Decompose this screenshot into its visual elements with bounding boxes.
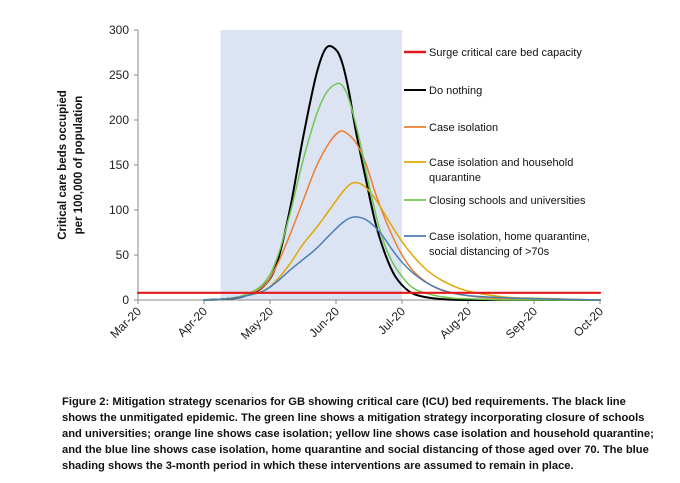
y-axis-ticks: 0 50 100 150 200 250 300 xyxy=(109,23,138,307)
legend-label: Case isolation and household xyxy=(429,157,573,169)
y-axis-label-line: Critical care beds occupied xyxy=(57,90,69,240)
legend-label: Do nothing xyxy=(429,85,482,97)
y-tick-label: 150 xyxy=(109,158,129,172)
figure-caption: Figure 2: Mitigation strategy scenarios … xyxy=(62,396,654,472)
x-tick-label: Aug-20 xyxy=(437,304,474,341)
series-line xyxy=(203,216,601,301)
legend-label: quarantine xyxy=(429,172,481,184)
series-lines xyxy=(136,45,602,302)
series-line xyxy=(203,130,601,301)
x-tick-label: Mar-20 xyxy=(107,304,144,341)
y-tick-label: 200 xyxy=(109,113,129,127)
y-tick-label: 250 xyxy=(109,68,129,82)
y-tick-label: 50 xyxy=(116,248,130,262)
legend-label: social distancing of >70s xyxy=(429,246,550,258)
y-tick-label: 100 xyxy=(109,203,129,217)
legend-label: Case isolation xyxy=(429,122,498,134)
x-tick-label: Sep-20 xyxy=(503,304,540,341)
series-line xyxy=(203,82,601,301)
y-axis-label: Critical care beds occupied per 100,000 o… xyxy=(57,90,85,240)
x-tick-label: May-20 xyxy=(238,304,276,342)
x-tick-label: Jul-20 xyxy=(375,304,408,337)
y-tick-label: 0 xyxy=(122,293,129,307)
legend-label: Closing schools and universities xyxy=(429,195,586,207)
legend: Surge critical care bed capacity Do nothi… xyxy=(404,47,590,258)
x-tick-label: Oct-20 xyxy=(571,304,607,340)
y-tick-label: 300 xyxy=(109,23,129,37)
x-axis-ticks: Mar-20 Apr-20 May-20 Jun-20 Jul-20 Aug-20 Sep-… xyxy=(107,300,606,342)
legend-label: Surge critical care bed capacity xyxy=(429,47,582,59)
x-tick-label: Jun-20 xyxy=(306,304,342,340)
shaded-period xyxy=(220,30,402,300)
legend-label: Case isolation, home quarantine, xyxy=(429,231,590,243)
x-tick-label: Apr-20 xyxy=(175,304,211,340)
y-axis-label-line: per 100,000 of population xyxy=(73,96,85,235)
intervention-period-shading xyxy=(220,30,402,300)
series-line xyxy=(203,181,601,301)
line-chart: 0 50 100 150 200 250 300 Mar-20 Apr-20 May-20 Jun… xyxy=(57,23,606,342)
